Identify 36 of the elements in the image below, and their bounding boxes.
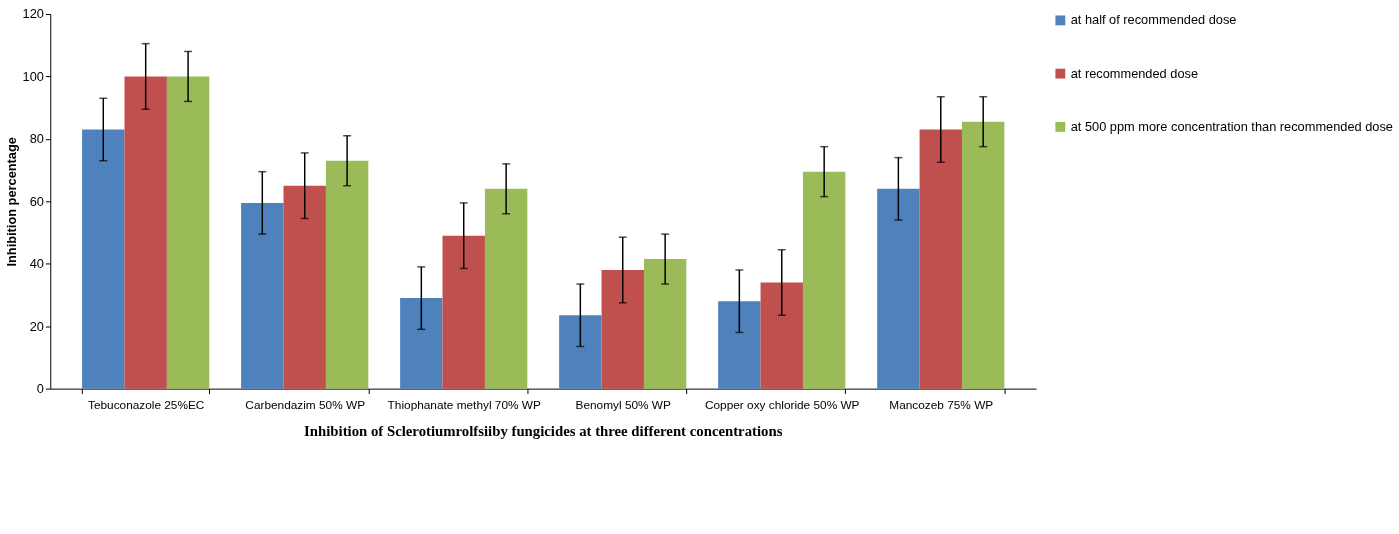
y-tick-label: 0 [36,381,44,397]
bar [961,121,1005,389]
bar [82,129,125,389]
x-tick-label: Copper oxy chloride 50% WP [705,397,860,412]
x-tick-label: Mancozeb 75% WP [889,397,994,412]
x-tick-label: Carbendazim 50% WP [245,397,366,412]
legend-label: at 500 ppm more concentration than recommended dose [1070,118,1393,134]
bar [484,188,528,389]
y-tick-label: 40 [29,256,44,272]
bar [442,235,485,389]
bar [241,202,284,389]
bar [325,160,369,389]
x-tick-label: Tebuconazole 25%EC [87,397,205,412]
y-tick-label: 80 [29,131,44,147]
bar [124,76,167,389]
bar [283,185,326,389]
bar [718,301,761,389]
bar [877,188,920,389]
x-tick-label: Thiophanate methyl 70% WP [387,397,541,412]
y-tick-label: 120 [22,6,44,22]
y-axis-title: Inhibition percentage [3,137,19,267]
y-tick-label: 60 [29,193,44,209]
x-tick-label: Benomyl 50% WP [575,397,671,412]
bar [559,315,602,389]
legend-label: at recommended dose [1070,65,1199,81]
y-tick-label: 100 [22,68,44,84]
bar [166,76,210,389]
bar [601,270,644,389]
text: Inhibition of Sclerotiumrolfsiiby fungicides at three different concentrations [304,422,783,439]
y-tick-label: 20 [29,318,44,334]
bar [919,129,962,389]
bar [760,282,803,389]
bar [643,259,687,389]
bar [802,171,846,389]
legend-label: at half of recommended dose [1070,12,1237,28]
bar [400,298,443,389]
